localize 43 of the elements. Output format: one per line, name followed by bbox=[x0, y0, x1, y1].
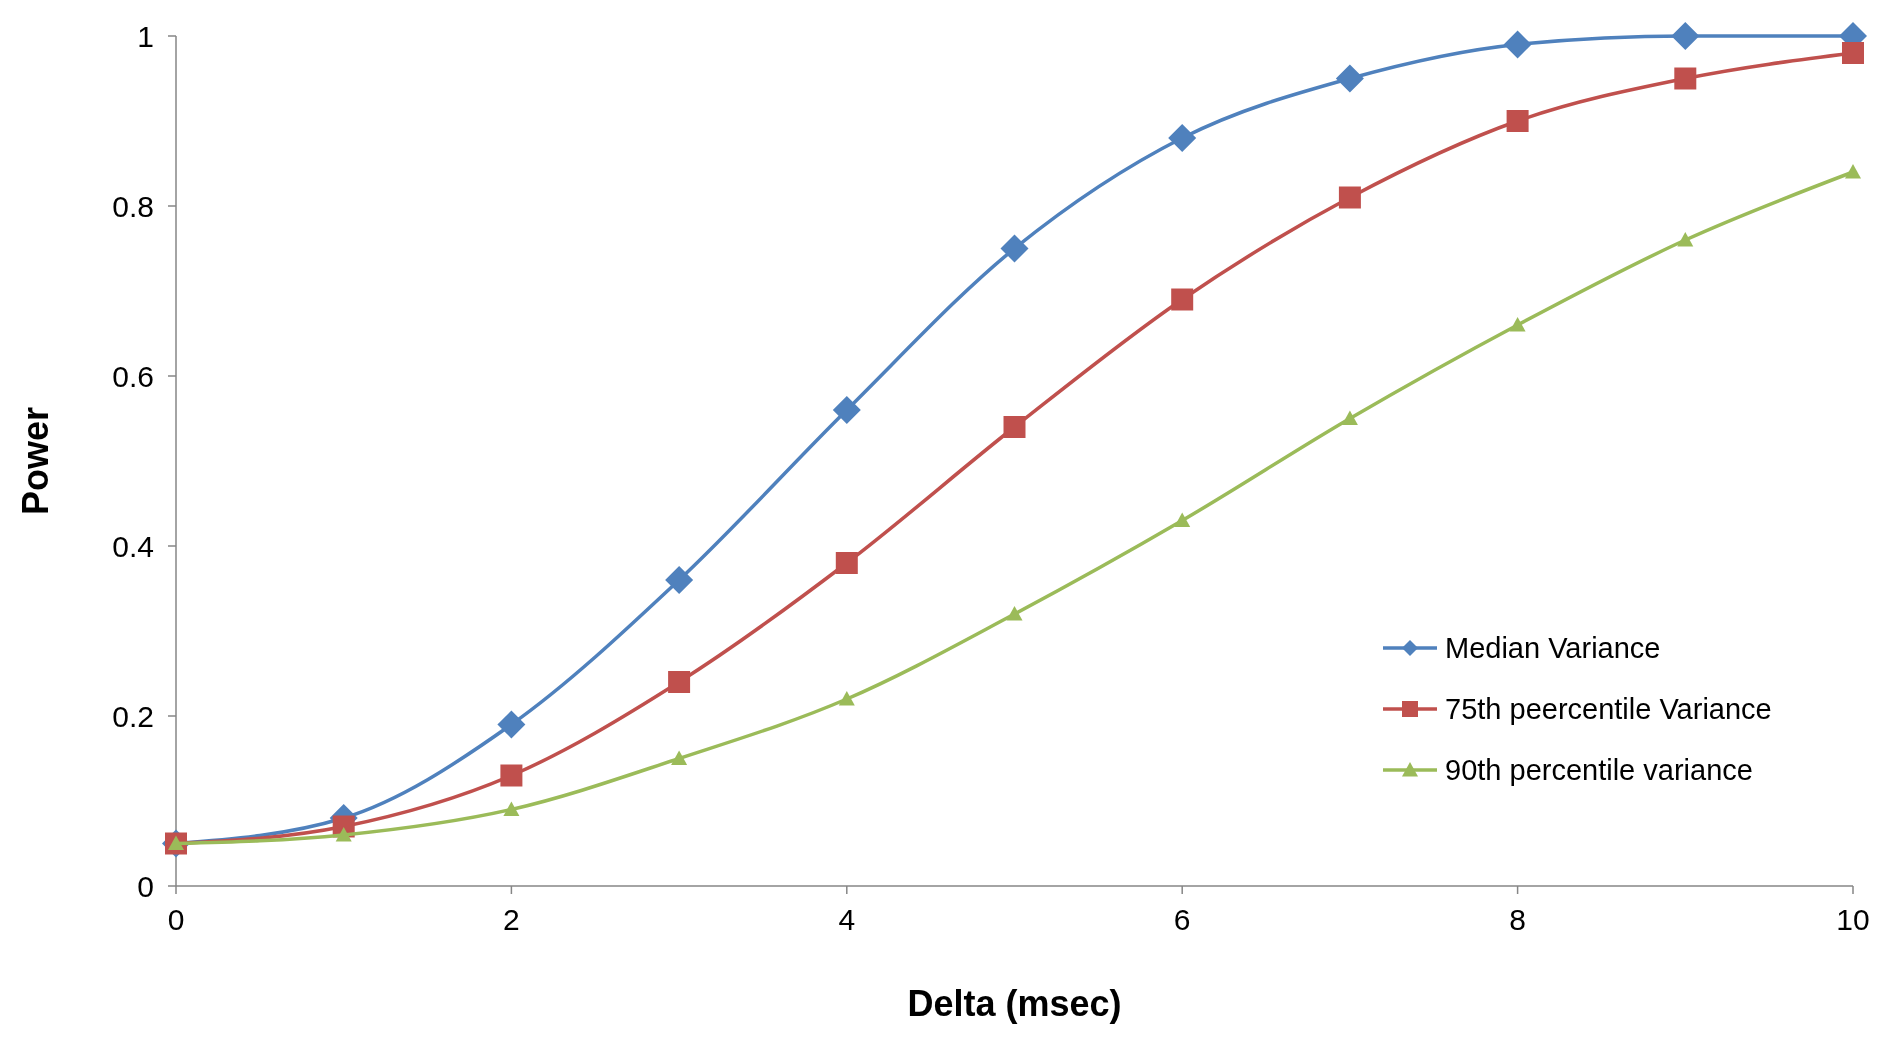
x-tick-label: 10 bbox=[1836, 903, 1870, 936]
y-tick-label: 0.2 bbox=[112, 699, 154, 733]
point bbox=[1335, 64, 1364, 93]
point bbox=[1003, 416, 1026, 438]
point bbox=[1341, 410, 1358, 425]
legend-label: 90th percentile variance bbox=[1445, 754, 1753, 787]
x-axis-title: Delta (msec) bbox=[907, 983, 1122, 1024]
y-tick-label: 0.8 bbox=[112, 189, 154, 223]
legend-label: Median Variance bbox=[1445, 632, 1661, 665]
x-tick-label: 6 bbox=[1173, 903, 1191, 936]
point bbox=[1842, 42, 1864, 64]
x-tick-label: 4 bbox=[838, 903, 856, 936]
point bbox=[838, 691, 855, 706]
point bbox=[500, 764, 523, 787]
y-tick-label: 0.4 bbox=[112, 529, 154, 563]
point bbox=[668, 671, 691, 693]
x-tick-label: 2 bbox=[503, 903, 520, 936]
x-tick-label: 0 bbox=[167, 903, 185, 936]
point bbox=[1503, 30, 1532, 59]
point bbox=[1677, 232, 1694, 247]
point bbox=[497, 710, 526, 739]
y-tick-label: 0.6 bbox=[112, 359, 154, 393]
x-tick-label: 8 bbox=[1509, 903, 1526, 936]
point bbox=[1171, 288, 1194, 311]
point bbox=[1000, 234, 1029, 263]
point bbox=[1671, 22, 1700, 50]
y-tick-label: 0 bbox=[137, 869, 154, 903]
point bbox=[1506, 110, 1529, 132]
point bbox=[1674, 67, 1697, 90]
y-axis-title: Power bbox=[15, 406, 56, 516]
point bbox=[1509, 317, 1526, 332]
legend-label: 75th peercentile Variance bbox=[1445, 693, 1772, 726]
point bbox=[503, 801, 520, 816]
point bbox=[1845, 164, 1861, 179]
point bbox=[665, 566, 694, 594]
point bbox=[1168, 124, 1197, 152]
point bbox=[835, 552, 858, 574]
point bbox=[1006, 606, 1023, 621]
point bbox=[832, 396, 861, 424]
point bbox=[671, 750, 688, 765]
y-tick-label: 1 bbox=[137, 19, 154, 53]
point bbox=[1174, 512, 1191, 527]
point bbox=[1338, 186, 1361, 209]
